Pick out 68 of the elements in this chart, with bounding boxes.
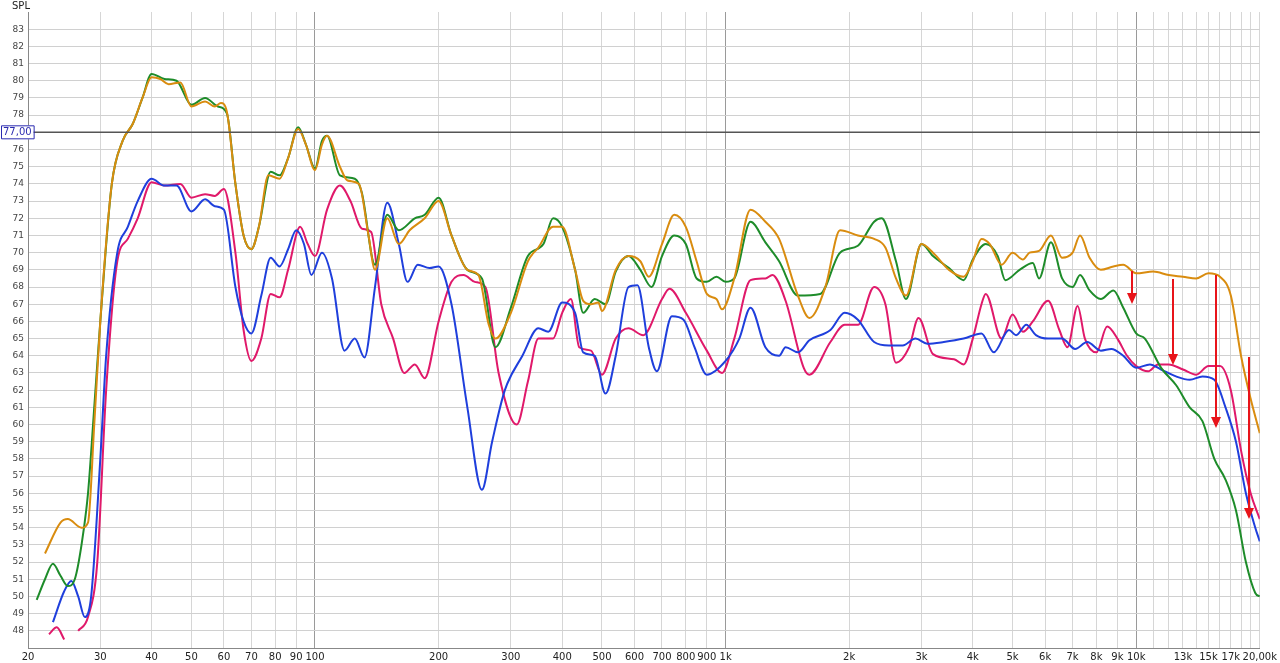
x-tick-label: 300 [501, 650, 521, 662]
y-tick-label: 65 [12, 332, 24, 343]
x-tick-label: 7k [1066, 650, 1079, 662]
y-tick-label: 48 [12, 625, 25, 636]
x-tick-label: 600 [624, 650, 645, 662]
y-tick-label: 57 [12, 470, 24, 481]
y-tick-label: 61 [12, 401, 24, 412]
y-tick-label: 67 [12, 298, 24, 309]
y-tick-label: 75 [12, 161, 24, 172]
x-tick-label: 9k [1111, 650, 1124, 662]
y-tick-label: 55 [12, 504, 24, 515]
y-tick-label: 60 [12, 418, 25, 429]
x-tick-label: 13k [1173, 650, 1193, 662]
y-tick-label: 71 [12, 229, 24, 240]
x-tick-label: 8k [1090, 650, 1103, 662]
y-tick-label: 62 [12, 384, 24, 395]
ref-line-label: 77,00 [3, 125, 32, 137]
y-tick-label: 78 [12, 109, 25, 120]
x-tick-label: 400 [552, 650, 572, 662]
x-tick-label: 900 [697, 650, 717, 662]
x-tick-label: 4k [966, 650, 980, 662]
x-tick-label: 5k [1006, 650, 1019, 662]
y-tick-label: 49 [12, 607, 25, 618]
x-tick-label: 60 [217, 650, 231, 662]
x-tick-label: 90 [289, 650, 303, 662]
y-tick-label: 80 [12, 75, 25, 86]
y-tick-label: 79 [12, 92, 25, 103]
y-tick-label: 63 [12, 367, 24, 378]
y-tick-label: 64 [12, 350, 25, 361]
x-tick-label: 500 [592, 650, 612, 662]
x-tick-label: 17k [1221, 650, 1241, 662]
x-tick-label: 30 [93, 650, 107, 662]
x-tick-label: 6k [1039, 650, 1052, 662]
y-tick-label: 66 [12, 315, 25, 326]
y-tick-label: 83 [12, 23, 24, 34]
y-tick-label: 69 [12, 264, 25, 275]
x-tick-label: 50 [185, 650, 198, 662]
y-tick-label: 73 [12, 195, 24, 206]
x-tick-label: 10k [1126, 650, 1146, 662]
y-tick-label: 56 [12, 487, 25, 498]
y-tick-label: 72 [12, 212, 24, 223]
x-tick-label: 20,00k [1242, 650, 1278, 662]
y-axis-title: SPL [12, 0, 31, 11]
x-tick-label: 40 [145, 650, 158, 662]
y-tick-label: 52 [12, 556, 24, 567]
y-tick-label: 81 [12, 57, 24, 68]
y-tick-label: 54 [12, 522, 25, 533]
x-tick-label: 1k [719, 650, 732, 662]
x-tick-label: 200 [429, 650, 449, 662]
y-tick-label: 51 [12, 573, 24, 584]
y-tick-label: 82 [12, 40, 24, 51]
x-tick-label: 2k [843, 650, 856, 662]
y-tick-label: 59 [12, 436, 25, 447]
y-tick-label: 53 [12, 539, 24, 550]
x-tick-label: 800 [676, 650, 696, 662]
y-tick-label: 70 [12, 246, 25, 257]
y-tick-label: 74 [12, 178, 25, 189]
y-tick-label: 58 [12, 453, 25, 464]
x-tick-label: 100 [305, 650, 325, 662]
x-tick-label: 15k [1199, 650, 1218, 662]
y-tick-label: 76 [12, 143, 25, 154]
x-tick-label: 3k [915, 650, 928, 662]
x-tick-label: 80 [268, 650, 282, 662]
y-tick-label: 50 [12, 590, 25, 601]
x-tick-label: 20 [21, 650, 35, 662]
y-tick-label: 68 [12, 281, 25, 292]
x-tick-label: 70 [245, 650, 258, 662]
x-tick-label: 700 [652, 650, 672, 662]
